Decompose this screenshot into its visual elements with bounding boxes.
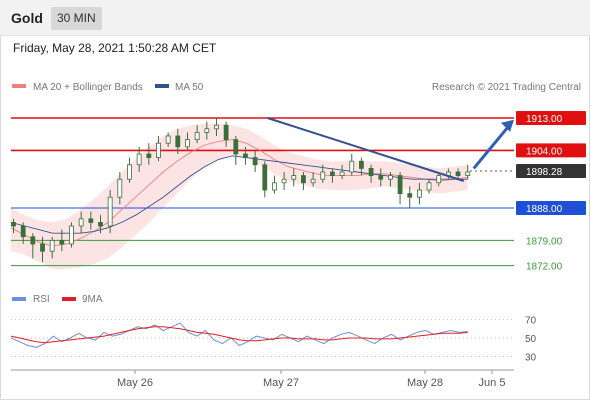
candle-up: [127, 164, 132, 180]
candles: [11, 118, 471, 262]
trendline: [267, 117, 465, 182]
candle-down: [146, 153, 152, 158]
ma9-legend-label: 9MA: [82, 294, 103, 305]
candle-up: [69, 225, 74, 245]
candle-up: [310, 178, 316, 184]
level-labels: 1913.00 1904.00 1898.28 1888.00 1879.00 1872.…: [516, 111, 586, 273]
x-tick-label: Jun 5: [479, 377, 506, 389]
candle-down: [330, 171, 335, 176]
candle-up: [417, 189, 422, 198]
instrument-title: Gold: [11, 10, 43, 26]
forecast-arrow-shaft: [472, 124, 511, 170]
candle-up: [320, 171, 326, 180]
candle-down: [407, 193, 413, 198]
ma20-legend-swatch: [12, 84, 26, 88]
ma50-legend-swatch: [155, 84, 169, 88]
candle-up: [107, 196, 113, 227]
candle-up: [204, 128, 210, 133]
candle-up: [194, 131, 200, 140]
candle-down: [252, 157, 258, 166]
candle-up: [291, 175, 297, 180]
candle-up: [156, 142, 161, 158]
candle-down: [59, 239, 65, 245]
candle-up: [78, 218, 84, 227]
level-tag-text: 1913.00: [526, 114, 563, 125]
x-tick-label: May 26: [117, 377, 153, 389]
level-lines: [11, 117, 514, 267]
candle-up: [49, 239, 55, 252]
forecast-arrow-head: [501, 119, 514, 132]
candle-down: [378, 175, 384, 180]
rsi-line: [10, 322, 468, 348]
candle-up: [388, 175, 393, 180]
candle-down: [243, 153, 248, 158]
annotations: [267, 117, 514, 182]
copyright-text: Research © 2021 Trading Central: [432, 82, 581, 93]
candle-up: [136, 153, 142, 166]
candle-up: [214, 124, 219, 130]
ma20-legend-label: MA 20 + Bollinger Bands: [33, 82, 143, 93]
candle-down: [20, 225, 26, 238]
candle-up: [465, 171, 471, 176]
level-tag-text: 1879.00: [526, 236, 563, 247]
candle-down: [30, 236, 36, 245]
candle-up: [117, 178, 123, 198]
timestamp: Friday, May 28, 2021 1:50:28 AM CET: [13, 41, 217, 55]
level-tag-text: 1904.00: [526, 146, 563, 157]
ma50-legend-label: MA 50: [175, 82, 204, 93]
candle-down: [397, 175, 403, 195]
level-tag-bg: [516, 201, 586, 215]
candle-down: [359, 160, 364, 169]
candle-down: [262, 164, 268, 191]
rsi-legend-label: RSI: [33, 294, 50, 305]
candle-down: [223, 124, 229, 140]
rsi-tick-label: 70: [525, 315, 537, 326]
candle-up: [349, 160, 355, 173]
candle-up: [426, 182, 432, 191]
rsi-ma9-line: [10, 326, 468, 344]
x-tick-label: May 28: [407, 377, 443, 389]
candle-down: [98, 221, 103, 227]
candle-up: [185, 139, 190, 148]
legend: MA 20 + Bollinger Bands MA 50 Research ©…: [12, 82, 581, 305]
level-tag-text: 1888.00: [526, 204, 563, 215]
candle-down: [301, 175, 306, 184]
x-axis: May 26 May 27 May 28 Jun 5: [11, 369, 514, 389]
candle-down: [233, 139, 239, 155]
timeframe-badge[interactable]: 30 MIN: [51, 7, 102, 30]
current-price-tag-bg: [516, 163, 586, 178]
current-price-tag-text: 1898.28: [526, 167, 563, 178]
candle-up: [272, 182, 277, 191]
candle-up: [165, 135, 171, 144]
candle-down: [175, 135, 181, 148]
level-tag-bg: [516, 143, 586, 158]
ma9-legend-swatch: [62, 297, 76, 301]
candle-down: [88, 218, 94, 223]
level-tag-bg: [516, 111, 586, 125]
candle-down: [368, 167, 374, 176]
candle-up: [436, 175, 442, 184]
candle-up: [339, 171, 345, 176]
candle-down: [11, 221, 16, 227]
x-tick-label: May 27: [263, 377, 299, 389]
candle-up: [281, 178, 287, 184]
bollinger-band: [11, 123, 468, 270]
candle-down: [40, 243, 45, 252]
ma20-line: [10, 139, 468, 247]
candle-down: [455, 171, 461, 176]
rsi-tick-label: 50: [525, 334, 537, 345]
level-tag-text: 1872.00: [526, 262, 563, 273]
rsi-tick-label: 30: [525, 353, 537, 364]
rsi-legend-swatch: [12, 297, 26, 301]
bollinger-band-fill: [11, 123, 468, 270]
rsi-panel: 70 50 30: [10, 315, 537, 364]
